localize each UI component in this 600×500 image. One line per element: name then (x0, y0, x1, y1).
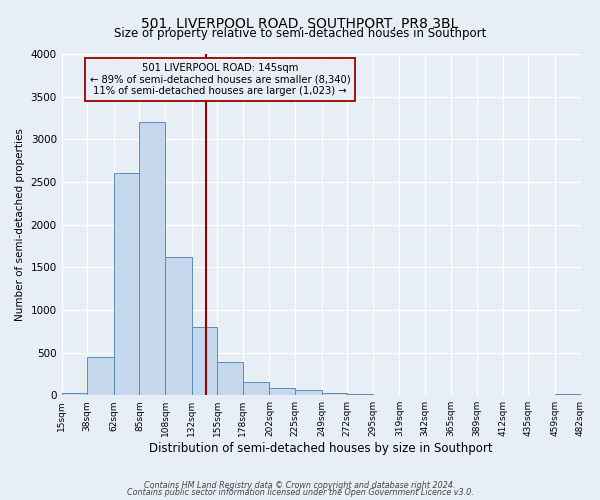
Bar (114, 174, 139, 395)
Bar (347, 394, 373, 395)
Bar (139, 122, 165, 395)
X-axis label: Distribution of semi-detached houses by size in Southport: Distribution of semi-detached houses by … (149, 442, 493, 455)
Text: Contains public sector information licensed under the Open Government Licence v3: Contains public sector information licen… (127, 488, 473, 497)
Bar (555, 394, 581, 395)
Bar (322, 392, 347, 395)
Bar (295, 390, 322, 395)
Bar (62, 393, 87, 395)
Bar (269, 388, 295, 395)
Bar (165, 257, 191, 395)
Bar (191, 327, 217, 395)
Bar (243, 382, 269, 395)
Text: Size of property relative to semi-detached houses in Southport: Size of property relative to semi-detach… (114, 28, 486, 40)
Bar (217, 362, 243, 395)
Text: 501, LIVERPOOL ROAD, SOUTHPORT, PR8 3BL: 501, LIVERPOOL ROAD, SOUTHPORT, PR8 3BL (142, 18, 458, 32)
Text: 501 LIVERPOOL ROAD: 145sqm
← 89% of semi-detached houses are smaller (8,340)
11%: 501 LIVERPOOL ROAD: 145sqm ← 89% of semi… (89, 62, 350, 96)
Bar (87, 357, 114, 395)
Y-axis label: Number of semi-detached properties: Number of semi-detached properties (15, 128, 25, 321)
Text: Contains HM Land Registry data © Crown copyright and database right 2024.: Contains HM Land Registry data © Crown c… (144, 480, 456, 490)
